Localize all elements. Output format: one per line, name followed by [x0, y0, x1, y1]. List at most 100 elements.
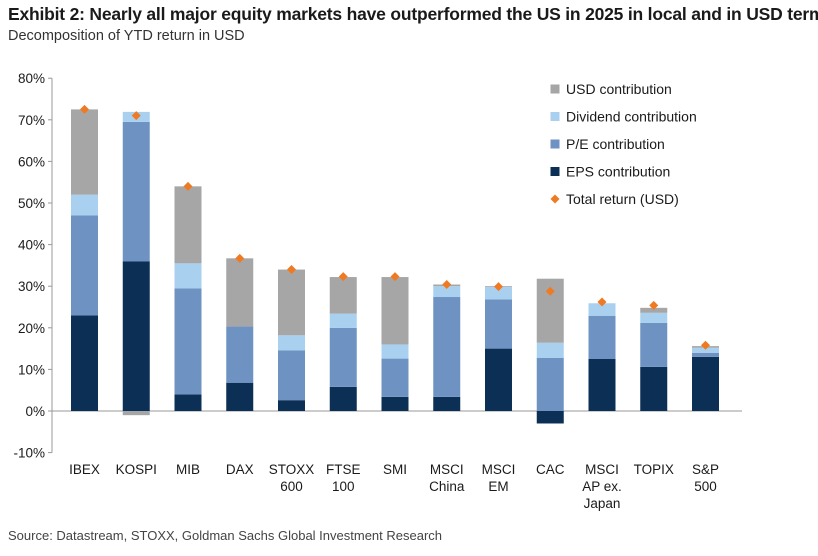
legend-marker-total [550, 194, 560, 204]
source-note: Source: Datastream, STOXX, Goldman Sachs… [8, 528, 443, 543]
x-tick-label: 600 [280, 479, 303, 494]
y-tick-label: 0% [25, 404, 45, 419]
legend-label: USD contribution [566, 81, 672, 97]
chart-title: Exhibit 2: Nearly all major equity marke… [8, 4, 818, 24]
bar-segment-pe [692, 352, 719, 357]
bar-segment-dividend [485, 287, 512, 300]
x-tick-label: KOSPI [116, 462, 157, 477]
bar-segment-dividend [433, 286, 461, 298]
legend-swatch-usd [550, 84, 560, 94]
y-tick-label: 60% [18, 154, 45, 169]
bar-segment-dividend [71, 194, 98, 216]
bar-segment-dividend [278, 335, 305, 351]
y-tick-label: 30% [18, 279, 45, 294]
bar-segment-eps [640, 366, 668, 411]
x-tick-label: 100 [332, 479, 355, 494]
bar-segment-usd [278, 269, 305, 336]
x-tick-label: DAX [226, 462, 254, 477]
stacked-bar-chart: -10% 0% 10% 20% 30% 40% 50% 60% 70% 80% IBEX KOSPI… [13, 71, 742, 511]
x-tick-label: Japan [584, 496, 621, 511]
bar-segment-usd-negative [122, 411, 150, 416]
bar-segment-pe [433, 297, 461, 397]
y-axis: -10% 0% 10% 20% 30% 40% 50% 60% 70% 80% [13, 71, 742, 461]
bar-segment-eps [226, 382, 254, 411]
total-return-marker [235, 253, 245, 263]
legend-label: Total return (USD) [566, 191, 679, 207]
y-tick-label: 10% [18, 362, 45, 377]
bar-segment-pe [381, 358, 409, 397]
bar-segment-eps [71, 315, 98, 411]
total-return-marker [494, 282, 503, 292]
bar-segment-dividend [329, 313, 357, 328]
x-tick-label: CAC [536, 462, 565, 477]
legend-label: Dividend contribution [566, 109, 697, 125]
bar-segment-eps [433, 396, 461, 411]
y-tick-label: 80% [18, 71, 45, 86]
bar-segment-dividend [174, 263, 202, 289]
y-tick-label: 20% [18, 321, 45, 336]
bar-segment-usd [226, 258, 254, 327]
y-tick-label: 70% [18, 113, 45, 128]
total-return-marker [545, 286, 555, 296]
bars [71, 109, 719, 424]
total-return-marker [701, 340, 710, 350]
bar-segment-eps [692, 356, 719, 411]
bar-segment-eps [381, 396, 409, 411]
bar-segment-usd [640, 307, 668, 313]
bar-segment-eps [278, 400, 305, 411]
bar-segment-pe [278, 350, 305, 401]
y-tick-label: 50% [18, 196, 45, 211]
x-tick-label: MSCI [430, 462, 464, 477]
legend-label: P/E contribution [566, 136, 665, 152]
bar-segment-eps [174, 394, 202, 411]
total-return-marker [183, 181, 193, 191]
bar-segment-pe [640, 322, 668, 367]
x-tick-label: STOXX [269, 462, 315, 477]
x-tick-label: EM [488, 479, 508, 494]
legend-swatch-dividend [550, 112, 560, 121]
total-return-marker [649, 300, 659, 310]
bar-segment-pe [588, 315, 616, 359]
x-tick-label: 500 [694, 479, 717, 494]
total-return-marker [287, 265, 296, 275]
x-tick-label: MSCI [482, 462, 516, 477]
bar-segment-pe [174, 288, 202, 395]
total-return-marker [338, 272, 348, 282]
total-return-marker [442, 280, 452, 290]
legend-label: EPS contribution [566, 164, 670, 180]
chart-subtitle: Decomposition of YTD return in USD [8, 28, 245, 44]
legend: USD contribution Dividend contribution P/E… [550, 81, 697, 207]
x-axis-labels: IBEX KOSPI MIB DAX STOXX 600 FTSE 100 SMI MSCI Chi… [69, 462, 719, 511]
x-tick-label: FTSE [326, 462, 361, 477]
total-return-marker [131, 111, 141, 121]
bar-segment-usd [174, 186, 202, 264]
x-tick-label: MSCI [585, 462, 619, 477]
x-tick-label: SMI [383, 462, 407, 477]
legend-swatch-eps [550, 167, 560, 176]
total-return-marker [80, 104, 89, 114]
total-return-markers [80, 104, 710, 350]
x-tick-label: AP ex. [582, 479, 622, 494]
y-tick-label: 40% [18, 238, 45, 253]
bar-segment-pe [536, 357, 564, 411]
total-return-marker [390, 272, 400, 282]
bar-segment-pe [329, 327, 357, 387]
y-tick-label: -10% [13, 446, 45, 461]
x-tick-label: China [429, 479, 465, 494]
bar-segment-eps [122, 261, 150, 411]
bar-segment-usd [71, 109, 98, 195]
bar-segment-pe [71, 215, 98, 316]
bar-segment-usd [381, 277, 409, 345]
bar-segment-eps [329, 386, 357, 411]
bar-segment-eps [536, 411, 564, 424]
bar-segment-usd [329, 277, 357, 314]
x-tick-label: IBEX [69, 462, 100, 477]
bar-segment-pe [485, 299, 512, 349]
total-return-marker [597, 297, 607, 307]
bar-segment-eps [588, 359, 616, 411]
bar-segment-dividend [588, 303, 616, 316]
bar-segment-pe [122, 121, 150, 262]
x-tick-label: TOPIX [634, 462, 674, 477]
bar-segment-pe [226, 326, 254, 383]
x-tick-label: MIB [176, 462, 200, 477]
